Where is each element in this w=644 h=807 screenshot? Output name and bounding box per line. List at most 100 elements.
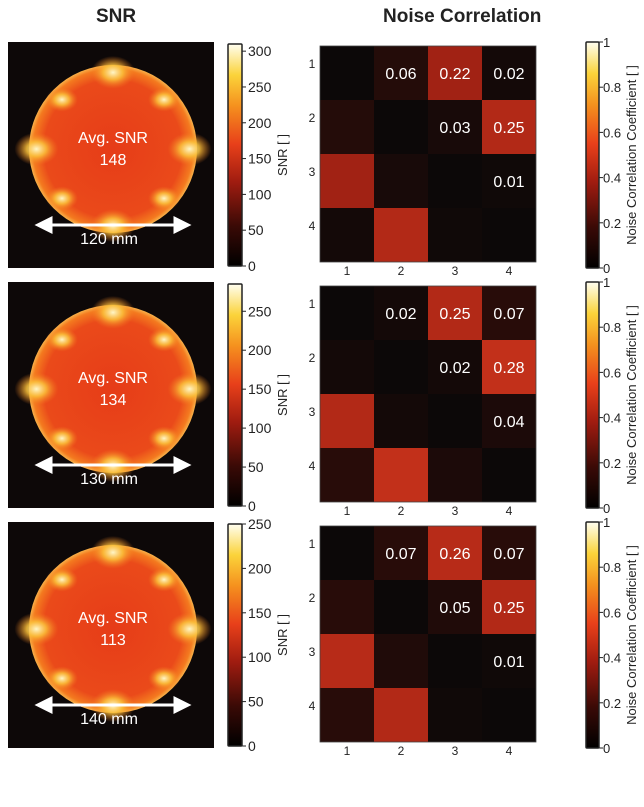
correlation-cell bbox=[374, 448, 428, 502]
snr-colorbar-tick-label: 0 bbox=[248, 738, 256, 754]
snr-colorbar-tick-label: 250 bbox=[248, 516, 272, 532]
nc-colorbar-tick-label: 0.2 bbox=[603, 696, 621, 711]
correlation-value-label: 0.07 bbox=[385, 546, 416, 563]
matrix-col-axis-label: 4 bbox=[506, 264, 513, 278]
nc-colorbar bbox=[585, 41, 600, 269]
correlation-value-label: 0.25 bbox=[493, 120, 524, 137]
correlation-cell bbox=[482, 340, 536, 394]
coil-hotspot bbox=[14, 612, 59, 646]
noise-correlation-column-title: Noise Correlation bbox=[383, 6, 542, 27]
correlation-value-label: 0.02 bbox=[385, 306, 416, 323]
avg-snr-label: Avg. SNR bbox=[78, 370, 148, 387]
nc-colorbar-tick-label: 0.6 bbox=[603, 365, 621, 380]
nc-colorbar-tick-label: 0.6 bbox=[603, 605, 621, 620]
correlation-value-label: 0.03 bbox=[439, 120, 470, 137]
matrix-frame bbox=[319, 285, 537, 503]
nc-colorbar-tick-label: 0.4 bbox=[603, 171, 621, 186]
correlation-cell bbox=[428, 208, 482, 262]
coil-hotspot bbox=[14, 372, 59, 406]
correlation-cell bbox=[320, 100, 374, 154]
snr-colorbar-label: SNR [ ] bbox=[275, 614, 290, 656]
correlation-cell bbox=[320, 340, 374, 394]
correlation-cell bbox=[428, 526, 482, 580]
nc-colorbar-tick-label: 0 bbox=[603, 741, 610, 756]
correlation-cell bbox=[428, 340, 482, 394]
correlation-cell bbox=[374, 340, 428, 394]
matrix-frame bbox=[319, 45, 537, 263]
correlation-cell bbox=[374, 46, 428, 100]
correlation-value-label: 0.01 bbox=[493, 174, 524, 191]
correlation-cell bbox=[320, 526, 374, 580]
diameter-label: 120 mm bbox=[80, 231, 138, 248]
nc-colorbar-tick-label: 1 bbox=[603, 515, 610, 530]
correlation-cell bbox=[482, 286, 536, 340]
matrix-col-axis-label: 2 bbox=[398, 744, 405, 758]
snr-colorbar-tick-label: 100 bbox=[248, 649, 272, 665]
correlation-cell bbox=[320, 688, 374, 742]
avg-snr-value: 113 bbox=[100, 632, 126, 649]
coil-hotspot bbox=[148, 426, 181, 451]
correlation-cell bbox=[374, 580, 428, 634]
correlation-cell bbox=[320, 394, 374, 448]
coil-hotspot bbox=[45, 567, 78, 592]
correlation-cell bbox=[374, 394, 428, 448]
matrix-row-axis-label: 3 bbox=[309, 405, 316, 419]
correlation-value-label: 0.22 bbox=[439, 66, 470, 83]
snr-colorbar bbox=[227, 523, 243, 747]
coil-hotspot bbox=[14, 132, 59, 166]
snr-colorbar-tick-label: 150 bbox=[248, 151, 272, 167]
avg-snr-label: Avg. SNR bbox=[78, 610, 148, 627]
coil-hotspot bbox=[148, 666, 181, 691]
correlation-cell bbox=[482, 688, 536, 742]
correlation-cell bbox=[428, 580, 482, 634]
matrix-row-axis-label: 2 bbox=[309, 351, 316, 365]
nc-colorbar-label: Noise Correlation Coefficient [ ] bbox=[624, 545, 639, 725]
correlation-value-label: 0.28 bbox=[493, 360, 524, 377]
matrix-frame bbox=[319, 525, 537, 743]
snr-colorbar-label: SNR [ ] bbox=[275, 134, 290, 176]
correlation-value-label: 0.05 bbox=[439, 600, 470, 617]
matrix-col-axis-label: 3 bbox=[452, 744, 459, 758]
coil-hotspot bbox=[167, 372, 212, 406]
correlation-cell bbox=[374, 286, 428, 340]
snr-colorbar-tick-label: 300 bbox=[248, 43, 272, 59]
correlation-value-label: 0.26 bbox=[439, 546, 470, 563]
correlation-value-label: 0.01 bbox=[493, 654, 524, 671]
matrix-col-axis-label: 3 bbox=[452, 504, 459, 518]
snr-colorbar-tick-label: 50 bbox=[248, 459, 264, 475]
correlation-value-label: 0.25 bbox=[439, 306, 470, 323]
matrix-row-axis-label: 2 bbox=[309, 591, 316, 605]
correlation-cell bbox=[482, 394, 536, 448]
avg-snr-value: 134 bbox=[100, 392, 127, 409]
matrix-row-axis-label: 1 bbox=[309, 537, 316, 551]
correlation-cell bbox=[374, 634, 428, 688]
nc-colorbar-label: Noise Correlation Coefficient [ ] bbox=[624, 305, 639, 485]
correlation-cell bbox=[428, 394, 482, 448]
snr-colorbar-tick-label: 200 bbox=[248, 342, 272, 358]
matrix-col-axis-label: 2 bbox=[398, 264, 405, 278]
correlation-cell bbox=[482, 46, 536, 100]
matrix-row-axis-label: 4 bbox=[309, 219, 316, 233]
snr-colorbar-tick-label: 0 bbox=[248, 258, 256, 274]
matrix-row-axis-label: 2 bbox=[309, 111, 316, 125]
nc-colorbar-tick-label: 0 bbox=[603, 501, 610, 516]
correlation-value-label: 0.07 bbox=[493, 546, 524, 563]
diameter-label: 130 mm bbox=[80, 471, 138, 488]
nc-colorbar-tick-label: 0.2 bbox=[603, 456, 621, 471]
matrix-row-axis-label: 1 bbox=[309, 57, 316, 71]
matrix-row-axis-label: 4 bbox=[309, 459, 316, 473]
coil-hotspot bbox=[148, 567, 181, 592]
nc-colorbar bbox=[585, 521, 600, 749]
correlation-cell bbox=[320, 286, 374, 340]
correlation-value-label: 0.04 bbox=[493, 414, 524, 431]
nc-colorbar-tick-label: 0.8 bbox=[603, 80, 621, 95]
correlation-cell bbox=[482, 526, 536, 580]
snr-colorbar-tick-label: 150 bbox=[248, 605, 272, 621]
correlation-value-label: 0.02 bbox=[493, 66, 524, 83]
snr-colorbar-tick-label: 100 bbox=[248, 420, 272, 436]
correlation-cell bbox=[320, 580, 374, 634]
figure-row-1: Avg. SNR 148 120 mm 0 50 100 150 200 250 300 SNR [… bbox=[8, 35, 639, 278]
